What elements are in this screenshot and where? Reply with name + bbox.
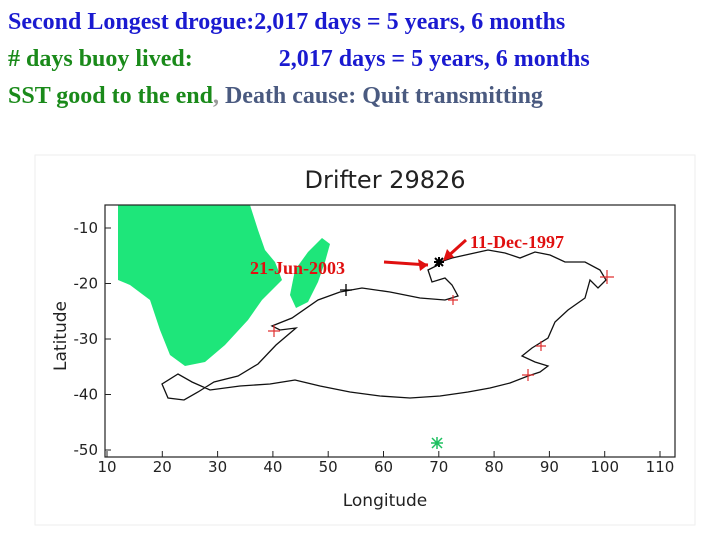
x-axis-label: Longitude — [343, 491, 428, 511]
x-tick-label: 60 — [374, 458, 393, 476]
annotation: 11-Dec-1997 — [470, 232, 564, 252]
green-star — [431, 437, 443, 449]
header: Second Longest drogue:2,017 days = 5 yea… — [8, 4, 590, 115]
header-line: SST good to the end, Death cause: Quit t… — [8, 78, 590, 115]
y-tick-label: -10 — [74, 219, 99, 237]
x-tick-label: 100 — [590, 458, 619, 476]
header-text: , — [212, 83, 219, 109]
header-line: Second Longest drogue:2,017 days = 5 yea… — [8, 4, 590, 41]
black-plus — [340, 284, 352, 296]
x-tick-label: 20 — [153, 458, 172, 476]
y-tick-label: -40 — [74, 386, 99, 404]
x-tick-label: 90 — [540, 458, 559, 476]
x-tick-label: 50 — [319, 458, 338, 476]
y-tick-label: -50 — [74, 441, 99, 459]
x-tick-label: 10 — [97, 458, 116, 476]
header-text: Second Longest drogue:2,017 days = 5 yea… — [8, 9, 566, 35]
x-tick-label: 40 — [263, 458, 282, 476]
africa — [118, 205, 282, 366]
black-star — [434, 257, 444, 267]
y-tick-label: -30 — [74, 330, 99, 348]
x-tick-label: 70 — [429, 458, 448, 476]
plot-title: Drifter 29826 — [304, 166, 465, 194]
y-axis-label: Latitude — [51, 301, 71, 371]
arrow-start-head — [443, 249, 454, 261]
x-tick-label: 30 — [208, 458, 227, 476]
header-text: 2,017 days = 5 years, 6 months — [278, 46, 590, 72]
header-line: # days buoy lived: 2,017 days = 5 years, … — [8, 41, 590, 78]
markers — [268, 270, 614, 381]
arrow-end-head — [418, 259, 428, 271]
drifter-track — [161, 249, 607, 401]
header-text: Death cause: Quit transmitting — [218, 83, 543, 109]
header-text: # days buoy lived: — [8, 46, 193, 72]
header-text: SST good to the end — [8, 83, 213, 109]
x-tick-label: 110 — [646, 458, 675, 476]
x-tick-label: 80 — [485, 458, 504, 476]
plot-frame — [104, 204, 676, 458]
madagascar — [290, 238, 330, 308]
annotation: 21-Jun-2003 — [250, 258, 345, 278]
y-tick-label: -20 — [74, 275, 99, 293]
